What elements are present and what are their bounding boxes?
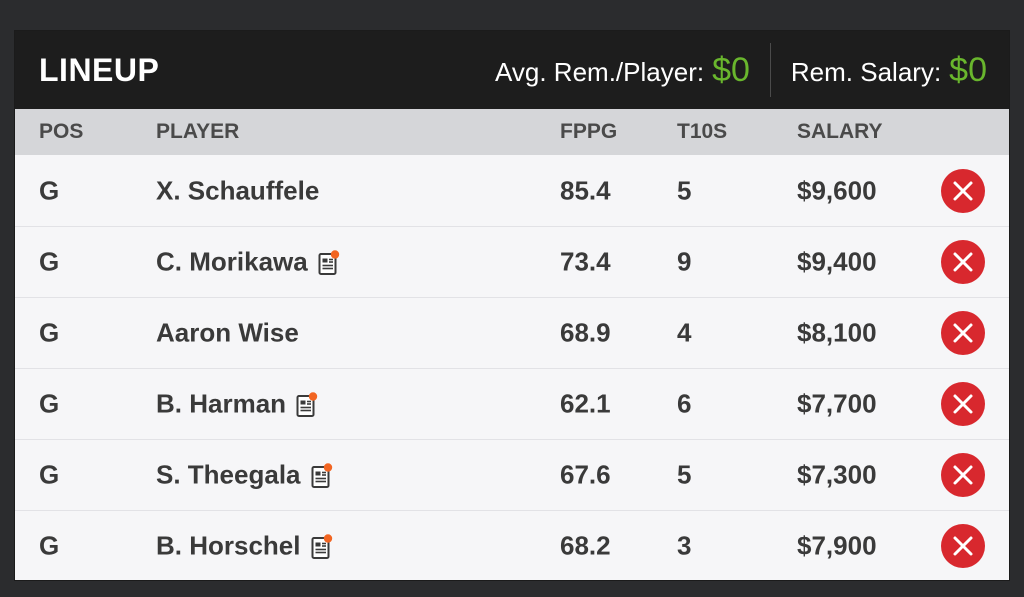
close-icon — [953, 465, 973, 485]
table-row: G Aaron Wise 68.9 4 $8,100 — [15, 297, 1009, 368]
player-name-cell: Aaron Wise — [156, 318, 299, 349]
player-t10s: 5 — [677, 175, 692, 205]
player-fppg: 62.1 — [560, 388, 611, 419]
salary-stats: Avg. Rem./Player: $0 Rem. Salary: $0 — [495, 31, 987, 109]
player-position: G — [39, 530, 60, 561]
table-row: G B. Horschel 68.2 3 $7,900 — [15, 510, 1009, 581]
close-icon — [953, 394, 973, 414]
player-salary: $7,900 — [797, 530, 877, 561]
news-icon[interactable] — [318, 249, 340, 275]
lineup-header: LINEUP Avg. Rem./Player: $0 Rem. Salary:… — [15, 31, 1009, 109]
player-t10s: 3 — [677, 530, 692, 561]
stats-divider — [769, 43, 771, 97]
column-header-t10s[interactable]: T10S — [677, 120, 728, 143]
column-header-row: POS PLAYER FPPG T10S SALARY — [15, 109, 1009, 155]
news-icon[interactable] — [311, 533, 333, 559]
close-icon — [953, 252, 973, 272]
player-t10s: 5 — [677, 459, 692, 490]
player-name[interactable]: X. Schauffele — [156, 175, 320, 205]
avg-remaining-value: $0 — [712, 50, 750, 89]
table-row: G X. Schauffele 85.4 5 $9,600 — [15, 155, 1009, 226]
player-fppg: 85.4 — [560, 175, 611, 205]
player-name[interactable]: Aaron Wise — [156, 317, 299, 348]
column-header-fppg[interactable]: FPPG — [560, 120, 618, 143]
remove-player-button[interactable] — [941, 240, 985, 284]
close-icon — [953, 181, 973, 200]
close-icon — [953, 323, 973, 343]
table-row: G B. Harman 62.1 6 $7,700 — [15, 368, 1009, 439]
player-name-cell: S. Theegala — [156, 460, 333, 491]
player-position: G — [39, 175, 60, 205]
player-fppg: 68.9 — [560, 317, 611, 348]
player-position: G — [39, 246, 60, 277]
table-row: G C. Morikawa 73.4 9 $9,400 — [15, 226, 1009, 297]
player-t10s: 6 — [677, 388, 692, 419]
player-name[interactable]: B. Harman — [156, 388, 287, 419]
avg-remaining-stat: Avg. Rem./Player: $0 — [495, 51, 750, 90]
player-fppg: 68.2 — [560, 530, 611, 561]
column-header-player[interactable]: PLAYER — [156, 120, 240, 143]
player-fppg: 67.6 — [560, 459, 611, 490]
remove-player-button[interactable] — [941, 382, 985, 426]
remove-player-button[interactable] — [941, 168, 985, 213]
remove-player-button[interactable] — [941, 453, 985, 497]
player-position: G — [39, 459, 60, 490]
player-name[interactable]: B. Horschel — [156, 530, 301, 561]
player-name-cell: B. Harman — [156, 389, 318, 420]
lineup-panel: LINEUP Avg. Rem./Player: $0 Rem. Salary:… — [14, 30, 1010, 581]
remaining-salary-stat: Rem. Salary: $0 — [791, 51, 987, 90]
player-fppg: 73.4 — [560, 246, 611, 277]
news-icon[interactable] — [296, 391, 318, 417]
player-t10s: 4 — [677, 317, 692, 348]
lineup-title: LINEUP — [39, 51, 160, 88]
player-name[interactable]: S. Theegala — [156, 459, 301, 490]
column-header-salary[interactable]: SALARY — [797, 120, 883, 143]
avg-remaining-label: Avg. Rem./Player: — [495, 56, 705, 87]
player-salary: $7,700 — [797, 388, 877, 419]
player-salary: $7,300 — [797, 459, 877, 490]
remaining-salary-label: Rem. Salary: — [790, 56, 942, 87]
player-salary: $9,400 — [797, 246, 877, 277]
player-position: G — [39, 388, 60, 419]
news-icon[interactable] — [311, 462, 333, 488]
lineup-rows: G X. Schauffele 85.4 5 $9,600 G C. Morik… — [15, 155, 1009, 581]
table-row: G S. Theegala 67.6 5 $7,300 — [15, 439, 1009, 510]
remaining-salary-value: $0 — [949, 50, 987, 89]
player-name-cell: X. Schauffele — [156, 175, 319, 206]
player-salary: $9,600 — [797, 175, 877, 205]
close-icon — [953, 536, 973, 556]
column-header-pos[interactable]: POS — [39, 120, 84, 143]
player-t10s: 9 — [677, 246, 692, 277]
player-position: G — [39, 317, 60, 348]
player-salary: $8,100 — [797, 317, 877, 348]
player-name-cell: C. Morikawa — [156, 247, 340, 278]
remove-player-button[interactable] — [941, 524, 985, 568]
player-name[interactable]: C. Morikawa — [156, 246, 308, 277]
remove-player-button[interactable] — [941, 311, 985, 355]
player-name-cell: B. Horschel — [156, 531, 333, 562]
